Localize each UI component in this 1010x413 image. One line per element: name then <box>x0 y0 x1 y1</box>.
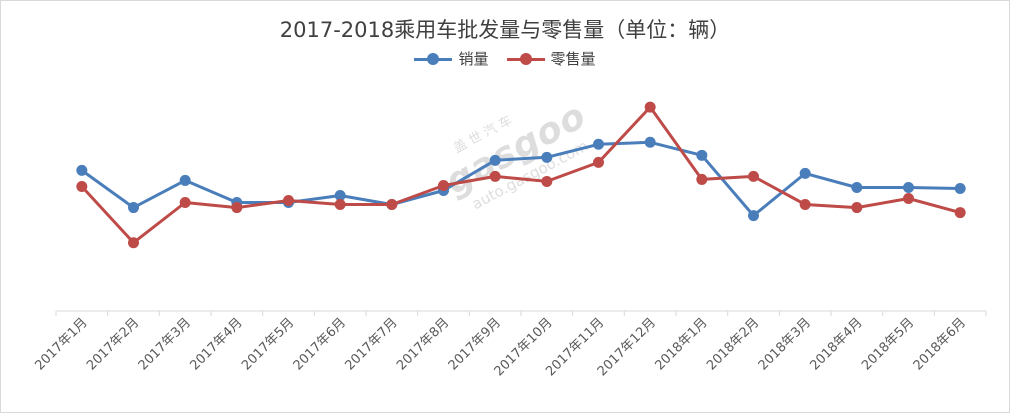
x-tick-label: 2018年1月 <box>652 315 710 373</box>
series-0-point <box>128 202 139 214</box>
x-tick-label: 2017年5月 <box>239 315 297 373</box>
chart-legend: 销量 零售量 <box>0 48 1010 69</box>
series-0-point <box>851 181 863 193</box>
legend-swatch-sales <box>414 52 453 66</box>
x-tick-label: 2018年4月 <box>807 315 865 373</box>
series-1-point <box>954 207 966 219</box>
series-1-point <box>851 202 863 214</box>
series-1-point <box>438 179 449 191</box>
series-1-point <box>283 195 294 207</box>
series-0-point <box>76 164 88 176</box>
series-1-point <box>386 199 398 211</box>
x-tick-label: 2017年8月 <box>394 315 452 373</box>
series-0-point <box>334 190 346 201</box>
series-1-point <box>231 202 243 214</box>
legend-item-sales: 销量 <box>414 48 489 69</box>
chart-title: 2017-2018乘用车批发量与零售量（单位：辆） <box>279 18 731 42</box>
x-tick-label: 2017年2月 <box>84 315 142 373</box>
series-0-point <box>954 182 966 194</box>
series-1-point <box>799 199 811 211</box>
series-1-point <box>644 101 656 113</box>
series-0-point <box>593 138 604 150</box>
series-1-point <box>748 170 759 182</box>
series-0-point <box>179 174 191 186</box>
series-line-1 <box>80 105 961 245</box>
series-1-point <box>179 197 191 209</box>
x-tick-label: 2018年5月 <box>859 315 917 373</box>
series-1-point <box>696 173 708 185</box>
series-0-point <box>696 149 708 161</box>
series-1-point <box>541 175 553 187</box>
series-line-0 <box>80 140 961 218</box>
series-1-point <box>903 193 914 205</box>
legend-item-retail: 零售量 <box>506 48 596 69</box>
series-1-point <box>334 199 346 211</box>
x-tick-label: 2017年3月 <box>136 315 194 373</box>
series-1-point <box>128 237 139 249</box>
series-0-point <box>748 210 759 222</box>
x-tick-label: 2017年4月 <box>187 315 245 373</box>
legend-label-retail: 零售量 <box>550 50 596 68</box>
x-tick-label: 2017年1月 <box>32 315 90 373</box>
x-tick-label: 2018年2月 <box>704 315 762 373</box>
x-tick-label: 2017年6月 <box>291 315 349 373</box>
series-0-point <box>903 181 914 193</box>
x-tick-label: 2018年3月 <box>756 315 814 373</box>
series-1-point <box>593 156 604 168</box>
series-1-point <box>76 180 88 192</box>
series-0-point <box>799 167 811 179</box>
series-0-point <box>644 136 656 148</box>
legend-label-sales: 销量 <box>458 50 489 68</box>
x-tick-label: 2018年6月 <box>911 315 969 373</box>
legend-swatch-retail <box>506 52 545 66</box>
x-tick-label: 2017年7月 <box>342 315 400 373</box>
series-0-point <box>489 154 501 166</box>
series-1-point <box>489 170 501 182</box>
series-0-point <box>541 151 553 163</box>
